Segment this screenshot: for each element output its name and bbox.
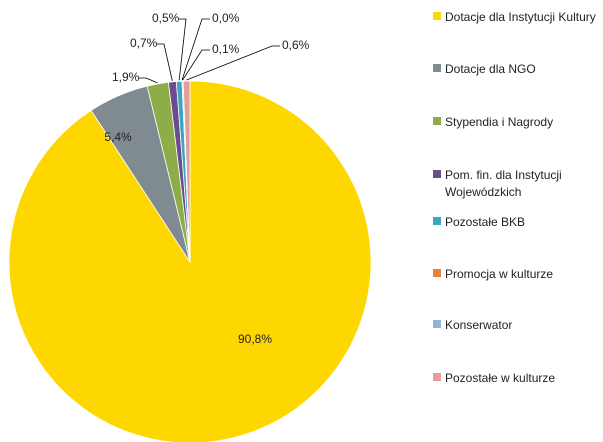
leader-line — [178, 18, 187, 81]
leader-line — [156, 43, 173, 81]
data-label: 0,0% — [212, 11, 240, 25]
legend-label: Dotacje dla NGO — [445, 62, 536, 76]
legend-item: Pozostałe w kulturze — [433, 370, 603, 387]
pie-slice — [182, 80, 191, 263]
legend-swatch — [433, 269, 441, 277]
legend-item: Promocja w kulturze — [433, 266, 603, 283]
legend-item: Konserwator — [433, 317, 603, 334]
legend-swatch — [433, 320, 441, 328]
legend-swatch — [433, 12, 441, 20]
leader-line — [181, 18, 210, 81]
legend-swatch — [433, 64, 441, 72]
legend-swatch — [433, 217, 441, 225]
legend-label: Promocja w kulturze — [445, 267, 554, 281]
legend-label: Konserwator — [445, 318, 513, 332]
data-label: 0,6% — [282, 38, 310, 52]
legend-swatch — [433, 373, 441, 381]
legend-item: Pozostałe BKB — [433, 214, 603, 231]
legend-label: Stypendia i Nagrody — [445, 115, 554, 129]
legend-label: Pom. fin. dla Instytucji Wojewódzkich — [445, 168, 562, 199]
data-label: 90,8% — [238, 332, 272, 346]
legend-item: Stypendia i Nagrody — [433, 114, 603, 131]
leader-line — [138, 77, 158, 84]
legend-swatch — [433, 117, 441, 125]
data-label: 5,4% — [104, 130, 132, 144]
pie-slice — [8, 80, 372, 442]
legend-swatch — [433, 170, 441, 178]
legend-item: Dotacje dla Instytucji Kultury — [433, 9, 603, 26]
legend-label: Pozostałe w kulturze — [445, 371, 556, 385]
legend-item: Dotacje dla NGO — [433, 61, 603, 78]
leader-line — [182, 49, 210, 81]
legend-label: Pozostałe BKB — [445, 215, 526, 229]
data-label: 0,1% — [212, 42, 240, 56]
legend-label: Dotacje dla Instytucji Kultury — [445, 10, 596, 24]
data-label: 0,7% — [130, 36, 158, 50]
data-label: 0,5% — [152, 11, 180, 25]
data-label: 1,9% — [112, 70, 140, 84]
legend-item: Pom. fin. dla Instytucji Wojewódzkich — [433, 167, 603, 201]
leader-line — [186, 45, 280, 81]
